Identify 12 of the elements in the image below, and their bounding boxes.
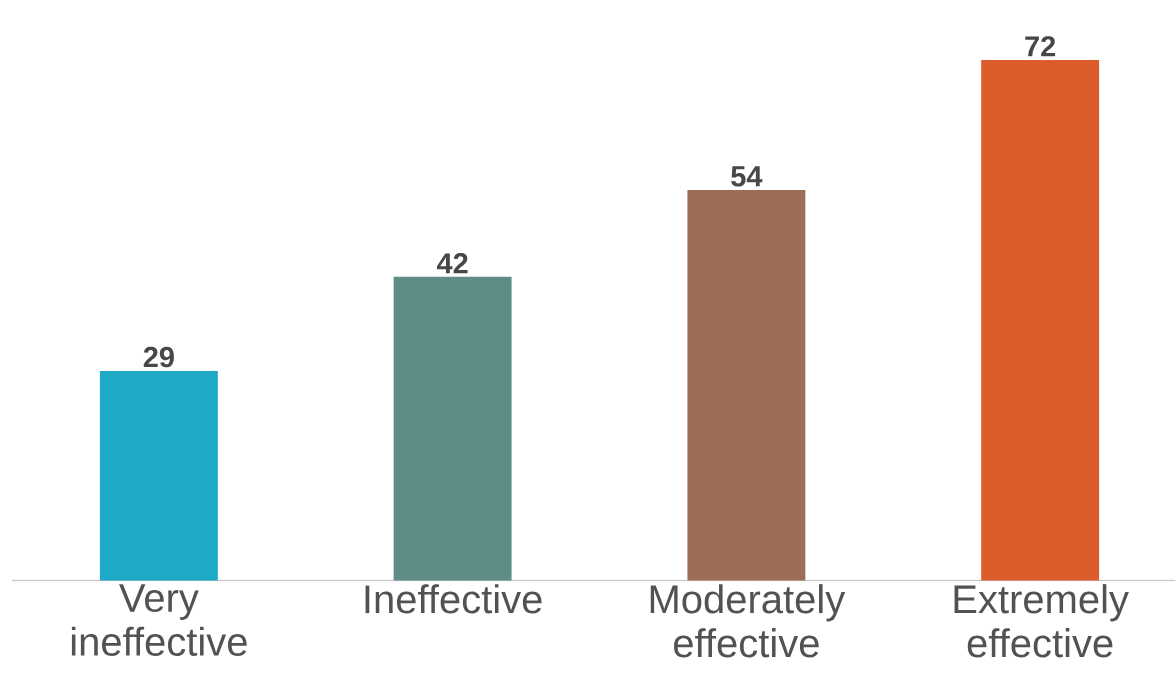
x-tick-label: Moderately effective [650,584,846,658]
x-tick-label: Extremely effective [954,584,1129,658]
data-label: 42 [436,253,468,274]
x-tick-label: Ineffective [365,584,542,614]
x-tick-label: Very ineffective [71,584,247,657]
bar [687,190,806,581]
bar [99,371,218,581]
bar [981,60,1100,581]
data-label: 29 [143,347,174,368]
bar [393,277,512,581]
data-label: 72 [1025,36,1056,57]
data-label: 54 [731,166,763,187]
